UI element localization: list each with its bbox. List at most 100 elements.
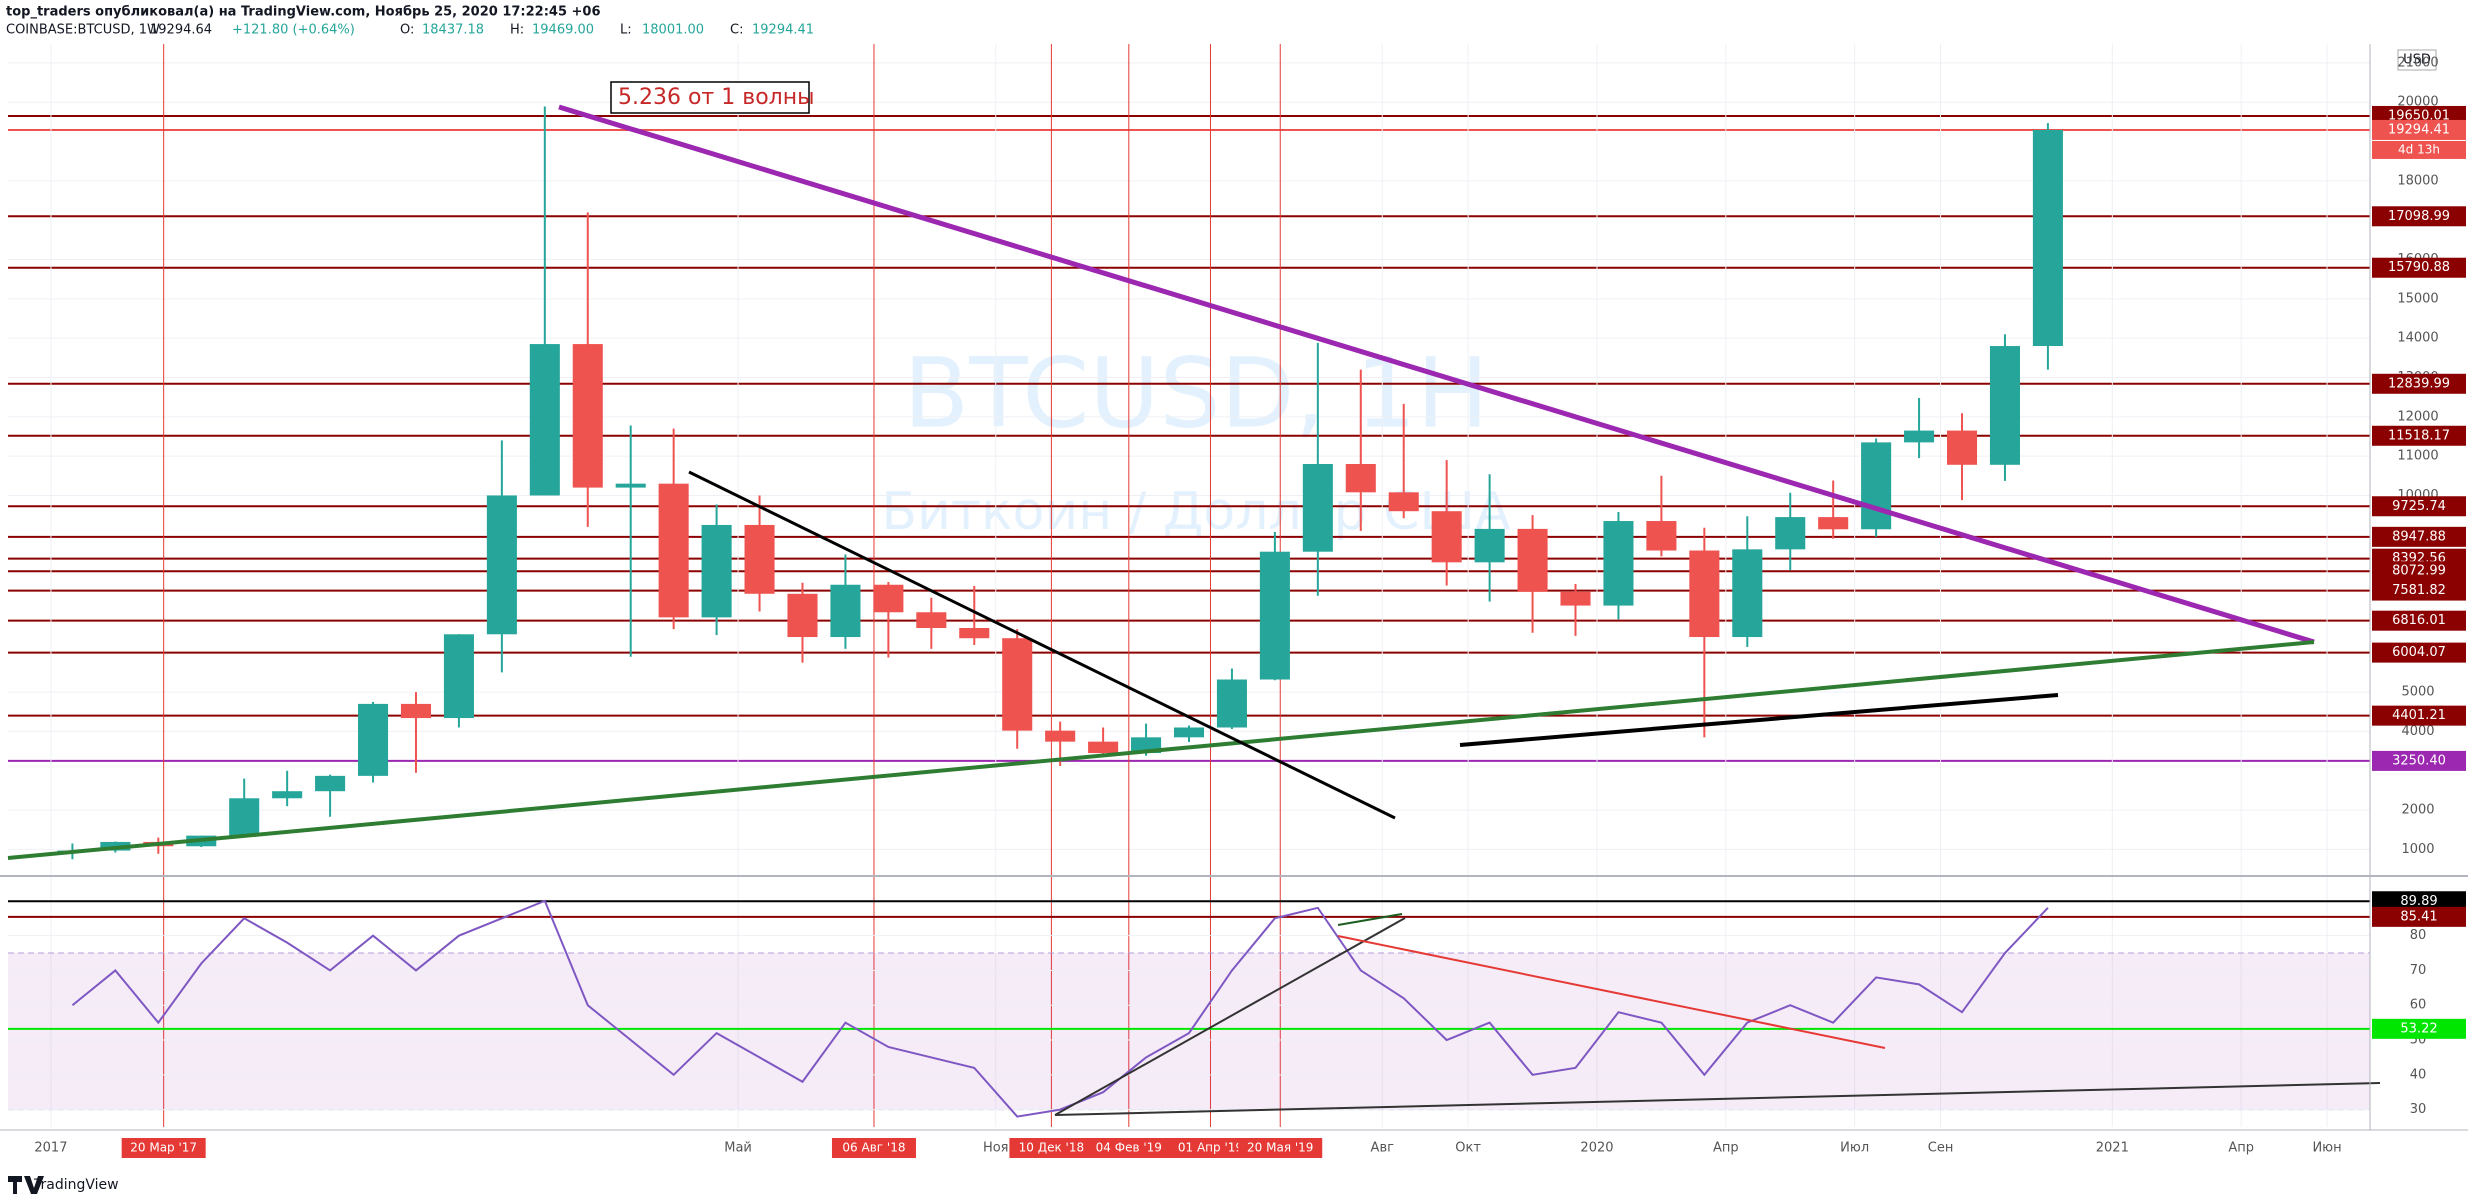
- candle-body: [2032, 129, 2063, 347]
- x-tick-label: Май: [724, 1141, 752, 1156]
- candle-body: [1904, 430, 1935, 443]
- trend-line: [1459, 693, 2059, 747]
- date-marker-box: [831, 1138, 916, 1158]
- level-label: 6004.07: [2392, 645, 2446, 660]
- ohlc-label: L:: [620, 23, 632, 38]
- candle-body: [229, 798, 260, 836]
- candle-body: [1302, 464, 1333, 552]
- watermark-sub: Биткоин / Доллар США: [881, 482, 1511, 542]
- level-label: 8072.99: [2392, 564, 2446, 579]
- y-tick-label: 2000: [2401, 803, 2434, 818]
- annotation: 5.236 от 1 волны: [618, 85, 814, 110]
- candle-body: [1989, 346, 2020, 465]
- candle-body: [1775, 517, 1806, 550]
- ohlc-label: O:: [400, 23, 414, 38]
- y-tick-label: 11000: [2397, 449, 2438, 464]
- y-tick-label: 5000: [2401, 685, 2434, 700]
- y-tick-label: 1000: [2401, 842, 2434, 857]
- date-marker-box: [1168, 1138, 1253, 1158]
- candle-body: [486, 495, 517, 635]
- date-marker-box: [1238, 1138, 1323, 1158]
- candle-body: [272, 791, 303, 799]
- level-label-box: [2372, 425, 2466, 446]
- rsi-trend-line: [1054, 1082, 2381, 1116]
- level-label-box: [2372, 1018, 2466, 1039]
- level-label-box: [2372, 891, 2466, 912]
- candle-body: [959, 627, 990, 639]
- candle-body: [916, 612, 947, 628]
- level-label: 6816.01: [2392, 613, 2446, 628]
- level-label: 8947.88: [2392, 529, 2446, 544]
- x-tick-label: Июн: [2312, 1141, 2341, 1156]
- level-label: 19650.01: [2388, 108, 2450, 123]
- candle-body: [315, 775, 346, 792]
- candle-body: [1474, 528, 1505, 563]
- candle-body: [1088, 741, 1119, 754]
- annotation-box: [610, 81, 810, 114]
- x-tick-label: Ноя: [983, 1141, 1009, 1156]
- x-tick-label: Авг: [1371, 1141, 1395, 1156]
- candle-body: [615, 483, 646, 488]
- x-tick-label: Апр: [1713, 1141, 1739, 1156]
- level-label: 3250.40: [2392, 753, 2446, 768]
- candle-body: [1946, 430, 1978, 465]
- y-tick-label: 60: [2410, 998, 2427, 1013]
- logo: [8, 1176, 44, 1194]
- candle-body: [744, 524, 775, 594]
- y-tick-label: 18000: [2397, 173, 2438, 188]
- change: +121.80 (+0.64%): [232, 23, 355, 38]
- level-label: 15790.88: [2388, 260, 2450, 275]
- ohlc: O: 18437.18 H: 19469.00 L: 18001.00 C: 19294.41: [400, 23, 814, 38]
- candle-body: [1818, 517, 1849, 530]
- publish-line: top_traders опубликовал(а) на TradingVie…: [6, 5, 601, 20]
- currency-box: [2397, 49, 2437, 71]
- level-label-box: [2372, 257, 2466, 278]
- y-tick-label: 80: [2410, 928, 2427, 943]
- level-label-box: [2372, 580, 2466, 601]
- watermark: BTCUSD, 1H: [903, 337, 1488, 449]
- candle-body: [1173, 727, 1205, 738]
- x-tick-label: Сен: [1928, 1141, 1954, 1156]
- y-tick-label: 4000: [2401, 724, 2434, 739]
- ohlc-value: 18437.18: [422, 23, 484, 38]
- date-marker-label: 10 Дек '18: [1019, 1141, 1084, 1155]
- candle-body: [830, 584, 861, 638]
- ohlc-label: H:: [510, 23, 524, 38]
- candle-body: [1002, 638, 1033, 731]
- y-tick-label: 21000: [2397, 55, 2438, 70]
- candle-body: [1216, 679, 1247, 728]
- level-label: 19294.41: [2388, 122, 2450, 137]
- date-marker-label: 20 Мар '17: [130, 1141, 197, 1155]
- x-tick-label: Июл: [1840, 1141, 1869, 1156]
- candle-body: [1388, 492, 1419, 512]
- candle-body: [572, 344, 603, 488]
- candle-body: [787, 593, 818, 638]
- rsi-trend-line: [1054, 917, 1406, 1116]
- candle-body: [1560, 591, 1591, 606]
- level-label: 53.22: [2400, 1021, 2437, 1036]
- brand: TradingView: [33, 1177, 119, 1193]
- date-marker-box: [1009, 1138, 1094, 1158]
- level-label: 89.89: [2400, 894, 2437, 909]
- level-label: 7581.82: [2392, 583, 2446, 598]
- y-tick-label: 12000: [2397, 409, 2438, 424]
- x-tick-label: 2021: [2096, 1141, 2129, 1156]
- candle-body: [701, 524, 732, 618]
- level-label-box: [2372, 561, 2466, 582]
- y-tick-label: 20000: [2397, 95, 2438, 110]
- rsi-trend-line: [1337, 913, 1403, 926]
- currency: USD: [2403, 53, 2431, 68]
- candle-body: [873, 584, 904, 613]
- y-tick-label: 40: [2410, 1067, 2427, 1082]
- level-label: 17098.99: [2388, 209, 2450, 224]
- trend-line: [7, 640, 2315, 860]
- symbol: COINBASE:BTCUSD, 1W: [6, 23, 160, 38]
- date-marker-box: [1086, 1138, 1171, 1158]
- candle-body: [1045, 730, 1076, 742]
- date-marker-label: 04 Фев '19: [1096, 1141, 1162, 1155]
- candle-body: [1259, 551, 1290, 680]
- last-price: 19294.64: [150, 23, 212, 38]
- level-label-box: [2372, 705, 2466, 726]
- x-tick-label: 2020: [1580, 1141, 1613, 1156]
- candle-body: [400, 703, 432, 719]
